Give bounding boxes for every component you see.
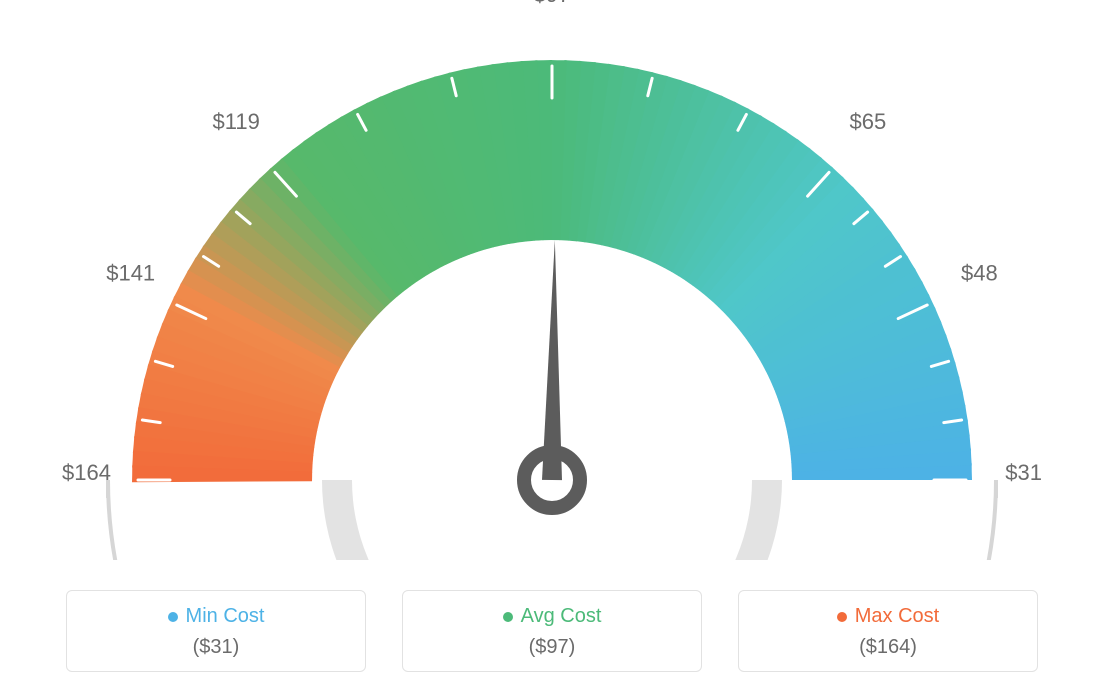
gauge-svg: $31 $48 $65 $97 $119 $141 $164 — [0, 0, 1104, 560]
dot-icon — [168, 612, 178, 622]
legend-value-max: ($164) — [749, 636, 1027, 659]
legend-box-avg: Avg Cost ($97) — [402, 590, 702, 672]
dot-icon — [837, 612, 847, 622]
legend-box-max: Max Cost ($164) — [738, 590, 1038, 672]
tick-label: $119 — [213, 109, 260, 134]
legend-box-min: Min Cost ($31) — [66, 590, 366, 672]
tick-label: $97 — [534, 0, 571, 7]
tick-label: $31 — [1005, 460, 1042, 485]
legend-row: Min Cost ($31) Avg Cost ($97) Max Cost (… — [0, 590, 1104, 672]
cost-gauge-chart: $31 $48 $65 $97 $119 $141 $164 Min Cost ($31) … — [0, 0, 1104, 690]
legend-value-avg: ($97) — [413, 636, 691, 659]
legend-label-text: Min Cost — [186, 605, 265, 628]
legend-label-text: Max Cost — [855, 605, 939, 628]
gauge-inner-ring — [322, 480, 782, 560]
legend-label-text: Avg Cost — [521, 605, 602, 628]
tick-label: $48 — [961, 261, 998, 286]
gauge-needle — [542, 240, 562, 480]
legend-value-min: ($31) — [77, 636, 355, 659]
gauge-outer-ring — [108, 480, 996, 560]
tick-label: $141 — [106, 261, 155, 286]
legend-label-max: Max Cost — [837, 605, 939, 628]
legend-label-min: Min Cost — [168, 605, 265, 628]
tick-label: $65 — [849, 109, 886, 134]
legend-label-avg: Avg Cost — [503, 605, 602, 628]
dot-icon — [503, 612, 513, 622]
tick-label: $164 — [62, 460, 111, 485]
